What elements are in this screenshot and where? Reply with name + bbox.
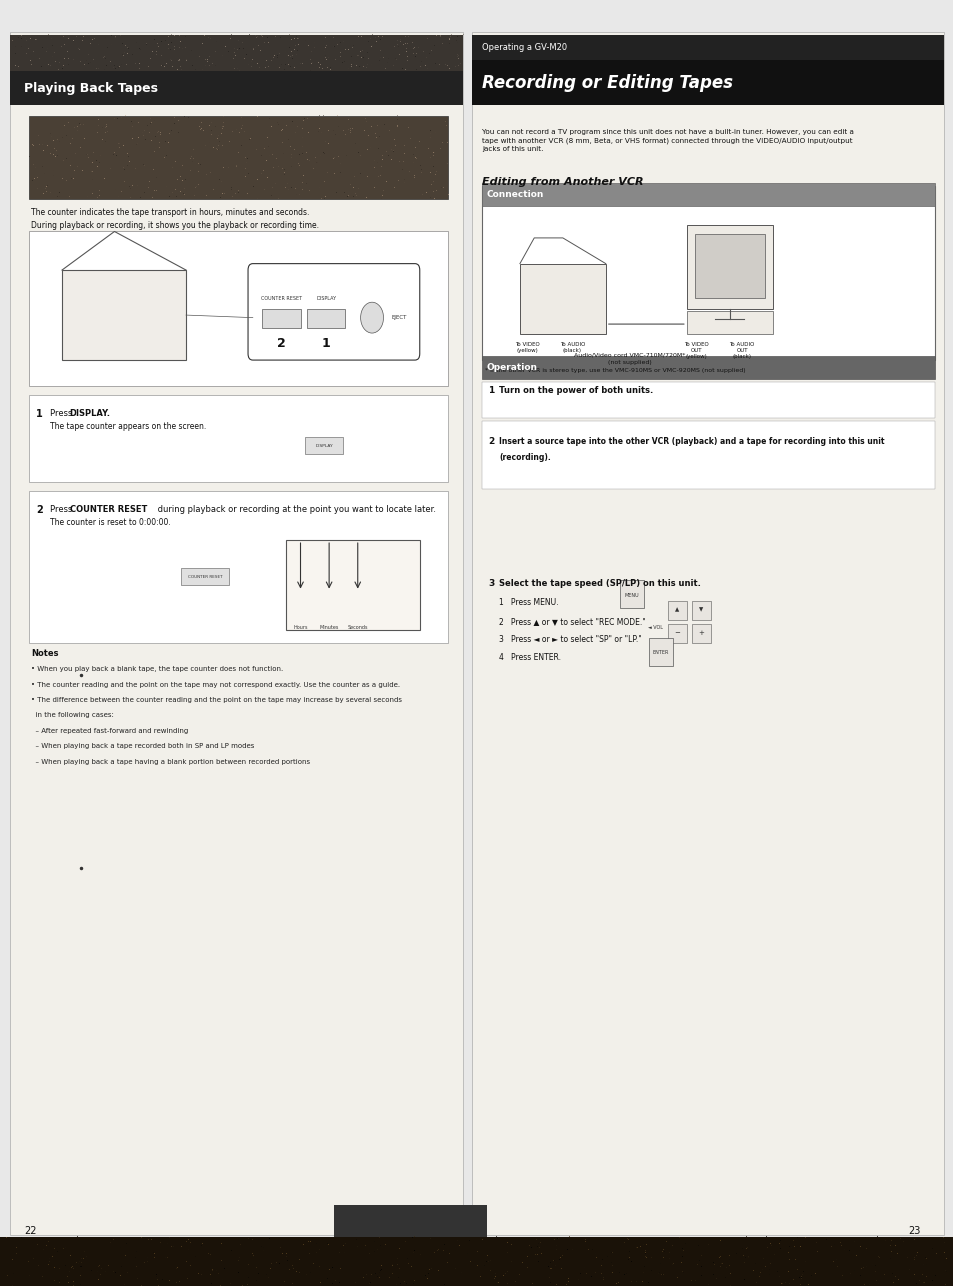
- Text: The counter indicates the tape transport in hours, minutes and seconds.: The counter indicates the tape transport…: [30, 208, 309, 217]
- Bar: [686, 311, 772, 334]
- Text: 22: 22: [24, 1226, 36, 1236]
- Text: – After repeated fast-forward and rewinding: – After repeated fast-forward and rewind…: [31, 728, 189, 734]
- Bar: [181, 568, 229, 585]
- Bar: [481, 186, 934, 360]
- Text: You can not record a TV program since this unit does not have a built-in tuner. : You can not record a TV program since th…: [481, 129, 853, 152]
- Text: Select the tape speed (SP/LP) on this unit.: Select the tape speed (SP/LP) on this un…: [498, 579, 700, 588]
- Bar: [691, 601, 710, 620]
- Text: Recording or Editing Tapes: Recording or Editing Tapes: [481, 75, 732, 91]
- Text: Operating a GV-M20: Operating a GV-M20: [481, 44, 566, 51]
- Bar: [472, 35, 943, 60]
- Bar: [667, 601, 686, 620]
- Bar: [481, 382, 934, 418]
- Text: 1: 1: [36, 409, 43, 419]
- Text: 1: 1: [488, 387, 495, 395]
- Text: ◄ VOL: ◄ VOL: [647, 625, 662, 630]
- Bar: [10, 35, 462, 71]
- Text: EJECT: EJECT: [391, 315, 406, 320]
- Bar: [305, 437, 343, 454]
- Text: 4   Press ENTER.: 4 Press ENTER.: [498, 653, 560, 662]
- Bar: [10, 71, 462, 105]
- Text: 1   Press MENU.: 1 Press MENU.: [498, 598, 558, 607]
- Bar: [472, 32, 943, 1235]
- Text: During playback or recording, it shows you the playback or recording time.: During playback or recording, it shows y…: [30, 221, 318, 230]
- Text: Turn on the power of both units.: Turn on the power of both units.: [498, 387, 653, 395]
- Bar: [648, 638, 672, 666]
- FancyBboxPatch shape: [248, 264, 419, 360]
- Text: ▲: ▲: [675, 607, 679, 612]
- Bar: [62, 270, 186, 360]
- Text: – When playing back a tape having a blank portion between recorded portions: – When playing back a tape having a blan…: [31, 759, 311, 765]
- Text: COUNTER RESET: COUNTER RESET: [70, 505, 147, 514]
- Circle shape: [360, 302, 383, 333]
- Text: 2: 2: [488, 437, 495, 446]
- Text: 2   Press ▲ or ▼ to select "REC MODE.": 2 Press ▲ or ▼ to select "REC MODE.": [498, 617, 645, 626]
- Text: * If the other VCR is stereo type, use the VMC-910MS or VMC-920MS (not supplied): * If the other VCR is stereo type, use t…: [484, 368, 744, 373]
- Bar: [262, 309, 300, 328]
- Text: Editing from Another VCR: Editing from Another VCR: [481, 177, 642, 188]
- Text: 2: 2: [36, 505, 43, 516]
- Bar: [481, 421, 934, 489]
- Bar: [472, 60, 943, 105]
- Bar: [29, 116, 448, 199]
- Text: DISPLAY.: DISPLAY.: [70, 409, 111, 418]
- Text: Connection: Connection: [486, 190, 543, 198]
- Bar: [307, 309, 345, 328]
- Bar: [286, 540, 419, 630]
- Text: Audio/Video cord VMC-710M/720M*: Audio/Video cord VMC-710M/720M*: [574, 352, 684, 358]
- Text: (not supplied): (not supplied): [607, 360, 651, 365]
- Text: • When you play back a blank tape, the tape counter does not function.: • When you play back a blank tape, the t…: [31, 666, 283, 673]
- Text: Press: Press: [50, 409, 74, 418]
- Bar: [481, 183, 934, 206]
- Text: Hours: Hours: [293, 625, 308, 630]
- Bar: [334, 1205, 486, 1237]
- Text: To VIDEO
(yellow): To VIDEO (yellow): [515, 342, 539, 354]
- Text: 1: 1: [321, 337, 331, 350]
- Text: during playback or recording at the point you want to locate later.: during playback or recording at the poin…: [154, 505, 436, 514]
- Text: Playing Back Tapes: Playing Back Tapes: [24, 81, 157, 95]
- Text: MENU: MENU: [624, 593, 639, 598]
- Text: DISPLAY: DISPLAY: [315, 296, 336, 301]
- Text: To VIDEO
OUT
(yellow): To VIDEO OUT (yellow): [683, 342, 708, 360]
- Text: 3: 3: [488, 579, 495, 588]
- Bar: [29, 491, 448, 643]
- Bar: [10, 32, 462, 1235]
- Text: 3   Press ◄ or ► to select "SP" or "LP.": 3 Press ◄ or ► to select "SP" or "LP.": [498, 635, 641, 644]
- Text: – When playing back a tape recorded both in SP and LP modes: – When playing back a tape recorded both…: [31, 743, 254, 750]
- Bar: [686, 225, 772, 309]
- Bar: [691, 624, 710, 643]
- Bar: [667, 624, 686, 643]
- Text: Minutes: Minutes: [319, 625, 338, 630]
- Text: −: −: [674, 630, 679, 635]
- Text: COUNTER RESET: COUNTER RESET: [188, 575, 222, 579]
- Text: in the following cases:: in the following cases:: [31, 712, 114, 719]
- Bar: [29, 395, 448, 482]
- Text: +: +: [698, 630, 703, 635]
- Bar: [0, 1237, 953, 1286]
- Bar: [694, 234, 764, 298]
- Text: COUNTER RESET: COUNTER RESET: [260, 296, 302, 301]
- Text: ▼: ▼: [699, 607, 702, 612]
- Text: Notes: Notes: [31, 649, 59, 658]
- Bar: [29, 231, 448, 386]
- Text: • The counter reading and the point on the tape may not correspond exactly. Use : • The counter reading and the point on t…: [31, 682, 400, 688]
- Text: Operation: Operation: [486, 364, 537, 372]
- Text: To AUDIO
OUT
(black): To AUDIO OUT (black): [729, 342, 754, 360]
- Text: 2: 2: [276, 337, 286, 350]
- Bar: [481, 356, 934, 379]
- Text: DISPLAY: DISPLAY: [315, 444, 333, 448]
- Text: Press: Press: [50, 505, 74, 514]
- Text: ENTER: ENTER: [652, 649, 668, 655]
- Text: (recording).: (recording).: [498, 453, 550, 462]
- Text: • The difference between the counter reading and the point on the tape may incre: • The difference between the counter rea…: [31, 697, 402, 703]
- Text: 23: 23: [907, 1226, 920, 1236]
- Bar: [519, 264, 605, 334]
- Text: The counter is reset to 0:00:00.: The counter is reset to 0:00:00.: [50, 518, 171, 527]
- Text: To AUDIO
(black): To AUDIO (black): [559, 342, 584, 354]
- Text: Seconds: Seconds: [347, 625, 368, 630]
- Bar: [619, 580, 643, 608]
- Text: Insert a source tape into the other VCR (playback) and a tape for recording into: Insert a source tape into the other VCR …: [498, 437, 883, 446]
- Text: The tape counter appears on the screen.: The tape counter appears on the screen.: [50, 422, 206, 431]
